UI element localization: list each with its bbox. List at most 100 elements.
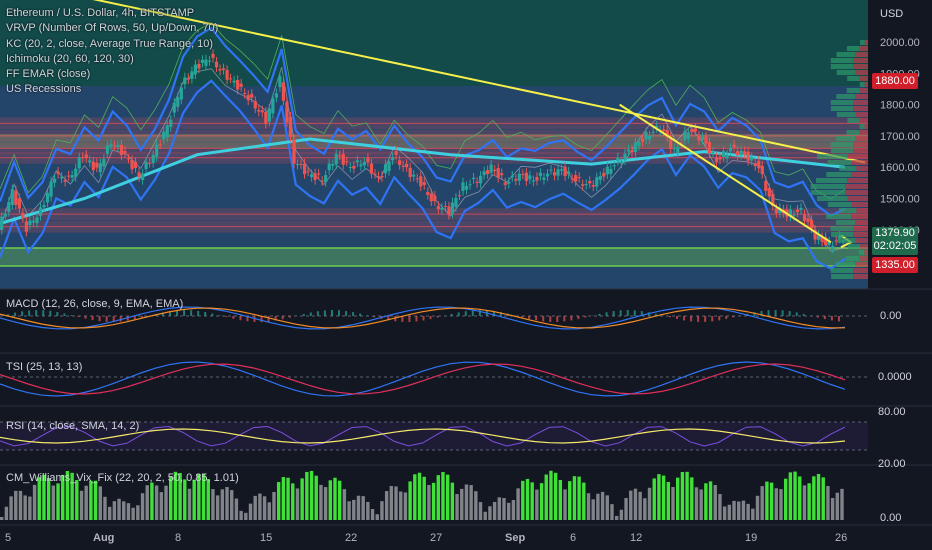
- legend-vrvp[interactable]: VRVP (Number Of Rows, 50, Up/Down, 70): [6, 22, 219, 35]
- vix-bar: [643, 498, 647, 520]
- candle: [510, 175, 514, 178]
- volume-bar-down: [855, 52, 868, 57]
- candle: [609, 168, 613, 174]
- candle: [457, 195, 462, 197]
- volume-bar-up: [848, 244, 861, 249]
- legend-ichimoku[interactable]: Ichimoku (20, 60, 120, 30): [6, 52, 134, 65]
- volume-bar-up: [836, 136, 856, 141]
- trendline: [92, 0, 866, 164]
- candle: [116, 145, 120, 147]
- macd-histogram-bar: [697, 316, 700, 322]
- macd-histogram-bar: [49, 310, 52, 316]
- vix-bar: [783, 478, 788, 520]
- macd-histogram-bar: [725, 316, 728, 319]
- vix-bar: [154, 485, 159, 520]
- price-tick-label: 1600.00: [880, 162, 920, 174]
- candle: [574, 175, 578, 182]
- vix-bar: [197, 474, 201, 520]
- candle: [655, 125, 659, 128]
- vix-bar: [450, 482, 455, 520]
- volume-bar-up: [810, 190, 846, 195]
- candle: [236, 79, 240, 90]
- macd-histogram-bar: [683, 316, 686, 321]
- vix-label[interactable]: CM_Williams_Vix_Fix (22, 20, 2, 50, 0.85…: [6, 472, 239, 484]
- vix-bar: [103, 496, 107, 520]
- vix-bar: [614, 515, 619, 520]
- vix-bar: [830, 497, 835, 520]
- legend-ema[interactable]: FF EMAR (close): [6, 68, 91, 81]
- legend-kc[interactable]: KC (20, 2, close, Average True Range, 10…: [6, 37, 214, 50]
- symbol-title[interactable]: Ethereum / U.S. Dollar, 4h, BITSTAMP: [6, 7, 195, 19]
- candle: [84, 154, 88, 158]
- candle: [362, 162, 367, 166]
- macd-histogram-bar: [471, 310, 474, 316]
- macd-histogram-bar: [563, 316, 566, 322]
- vix-bar: [835, 492, 840, 520]
- macd-histogram-bar: [704, 316, 707, 322]
- volume-bar-up: [816, 178, 848, 183]
- volume-bar-up: [830, 148, 854, 153]
- volume-bar-up: [859, 82, 865, 87]
- volume-profile: [810, 40, 868, 279]
- rsi-label[interactable]: RSI (14, close, SMA, 14, 2): [6, 420, 140, 432]
- candle: [443, 205, 447, 207]
- candle: [345, 161, 349, 163]
- macd-histogram-bar: [429, 316, 432, 320]
- candle: [433, 195, 437, 202]
- volume-bar-up: [847, 76, 860, 81]
- vix-bar: [403, 492, 408, 520]
- volume-bar-up: [816, 154, 848, 159]
- vix-bar: [544, 474, 548, 520]
- volume-bar-up: [830, 268, 853, 273]
- legend-recessions[interactable]: US Recessions: [6, 83, 82, 96]
- candle: [200, 59, 205, 63]
- candle: [630, 149, 634, 153]
- macd-histogram-bar: [521, 316, 524, 318]
- candle: [827, 241, 831, 245]
- candle: [563, 166, 567, 177]
- macd-histogram-bar: [676, 316, 678, 320]
- vix-bar: [70, 472, 74, 520]
- candle: [331, 164, 335, 166]
- macd-histogram-bar: [605, 312, 608, 316]
- tsi-label[interactable]: TSI (25, 13, 13): [6, 361, 83, 373]
- vix-bar: [633, 488, 638, 520]
- volume-bar-down: [856, 166, 868, 171]
- candle: [105, 145, 109, 154]
- vix-bar: [779, 489, 783, 520]
- volume-bar-up: [826, 172, 852, 177]
- candle: [31, 220, 36, 223]
- candle: [225, 69, 229, 80]
- vix-bar: [338, 480, 342, 520]
- candles[interactable]: [0, 49, 845, 254]
- vix-bar: [46, 478, 51, 520]
- vix-bar: [455, 494, 459, 520]
- vix-bar: [708, 481, 713, 520]
- candle: [3, 213, 7, 217]
- vix-bar: [525, 478, 530, 520]
- candle: [795, 209, 800, 213]
- vix-bar: [661, 475, 666, 520]
- candle: [820, 237, 824, 242]
- macd-label[interactable]: MACD (12, 26, close, 9, EMA, EMA): [6, 298, 184, 310]
- vix-bar: [521, 480, 525, 520]
- volume-bar-up: [835, 220, 856, 225]
- vix-bar: [84, 485, 88, 520]
- time-tick-label: 6: [570, 532, 576, 544]
- candle: [450, 202, 455, 214]
- vix-bar: [117, 498, 121, 520]
- candle: [493, 169, 497, 172]
- candle: [253, 101, 257, 109]
- time-tick-label: Aug: [93, 532, 114, 544]
- vix-bar: [685, 471, 689, 520]
- vix-bar: [89, 480, 93, 520]
- macd-histogram-bar: [394, 316, 397, 322]
- macd-histogram-bar: [42, 310, 45, 316]
- vix-bar: [760, 486, 764, 520]
- candle: [56, 171, 60, 174]
- macd-histogram-bar: [232, 316, 235, 319]
- candle: [471, 177, 476, 180]
- candle: [683, 131, 687, 141]
- candle: [162, 131, 166, 140]
- keltner-lower: [0, 79, 846, 270]
